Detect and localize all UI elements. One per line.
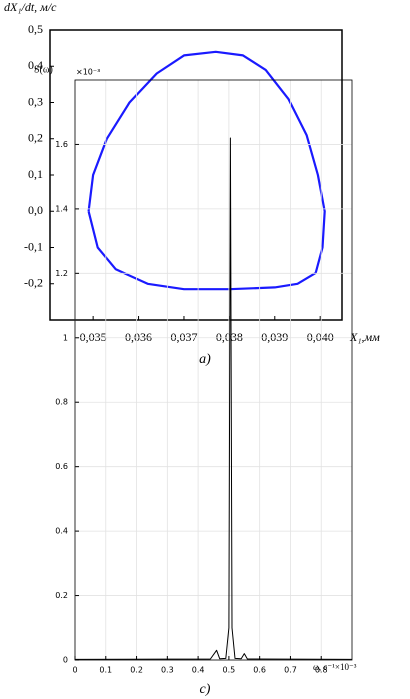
y-tick-label: 0.6 <box>55 462 68 471</box>
caption: a) <box>199 352 211 367</box>
caption: c) <box>200 682 211 697</box>
x-tick-label: 0,040 <box>307 330 334 344</box>
x-tick-label: 0.6 <box>253 666 266 675</box>
y-tick-label: -0,2 <box>24 276 43 290</box>
y-tick-label: 0.4 <box>55 527 68 536</box>
y-tick-label: 1.6 <box>55 140 68 149</box>
y-tick-label: 0,3 <box>28 94 43 108</box>
y-tick-label: 0,5 <box>28 22 43 36</box>
x-axis-label: ω, c⁻¹×10⁻³ <box>313 662 357 672</box>
y-tick-label: 1 <box>63 333 68 342</box>
y-tick-label: 0.8 <box>55 398 68 407</box>
y-axis-label: dX₁/dt, м/с <box>4 0 57 14</box>
x-axis-label: X₁,мм <box>349 330 380 344</box>
y-tick-label: 0,2 <box>28 131 43 145</box>
x-tick-label: 0,036 <box>125 330 152 344</box>
y-tick-label: 1.2 <box>55 269 68 278</box>
x-tick-label: 0.3 <box>161 666 174 675</box>
x-tick-label: 0,035 <box>80 330 107 344</box>
x-tick-label: 0.2 <box>130 666 143 675</box>
y-tick-label: 0 <box>63 656 68 665</box>
y-tick-label: 1.4 <box>55 204 68 213</box>
y-tick-label: 0,4 <box>28 58 43 72</box>
y-tick-label: -0,1 <box>24 239 43 253</box>
x-tick-label: 0,037 <box>170 330 197 344</box>
x-tick-label: 0 <box>72 666 77 675</box>
x-tick-label: 0.4 <box>192 666 205 675</box>
plot-frame <box>74 79 353 661</box>
y-tick-label: 0,0 <box>28 203 43 217</box>
y-tick-label: 0.2 <box>55 591 68 600</box>
x-tick-label: 0,039 <box>261 330 288 344</box>
data-line <box>74 137 353 660</box>
y-exponent: ×10⁻³ <box>76 68 100 77</box>
data-line <box>87 50 326 291</box>
plot-frame <box>49 29 343 321</box>
y-axis-label: S(ω) <box>34 64 53 75</box>
x-tick-label: 0.8 <box>315 666 328 675</box>
x-tick-label: 0.5 <box>223 666 236 675</box>
x-tick-label: 0.7 <box>284 666 297 675</box>
y-tick-label: 0,1 <box>28 167 43 181</box>
x-tick-label: 0.1 <box>99 666 112 675</box>
